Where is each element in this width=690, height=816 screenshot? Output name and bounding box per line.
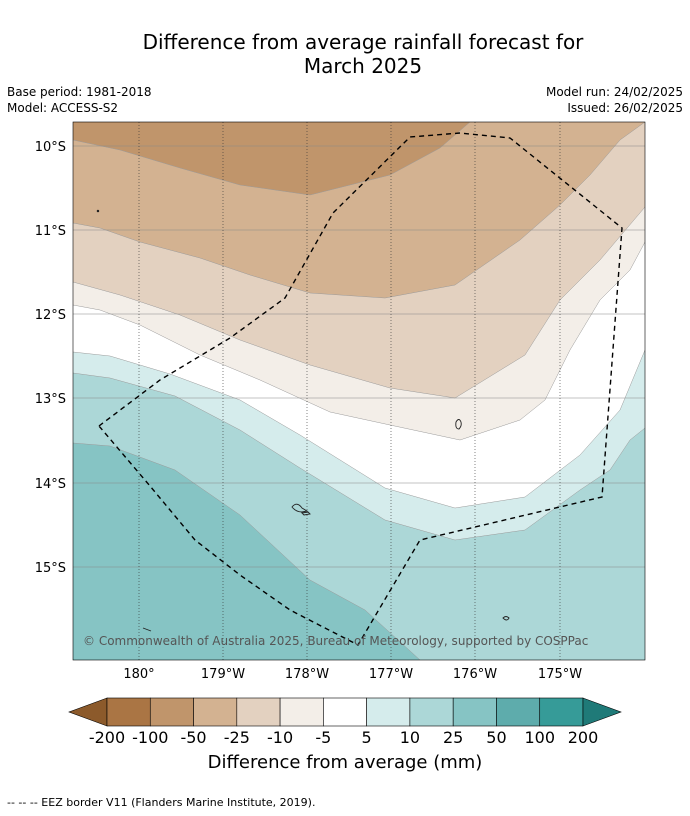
base-period: Base period: 1981-2018 xyxy=(7,85,152,99)
lat-label: 10°S xyxy=(35,140,66,155)
colorbar-segment xyxy=(366,697,411,727)
colorbar-extend-min xyxy=(68,697,108,727)
band-minus-100-to-minus-50 xyxy=(73,122,470,195)
colorbar-tick-label: 50 xyxy=(486,728,506,747)
colorbar-tick-label: 5 xyxy=(362,728,372,747)
colorbar-segment xyxy=(149,697,194,727)
model-run: Model run: 24/02/2025 xyxy=(545,85,683,99)
colorbar-segment xyxy=(539,697,584,727)
colorbar-tick-label: -50 xyxy=(180,728,206,747)
island-dot-nw xyxy=(96,209,100,213)
lon-label: 178°W xyxy=(285,667,329,682)
lat-label: 11°S xyxy=(35,224,66,239)
colorbar-title: Difference from average (mm) xyxy=(207,752,483,773)
copyright-text: © Commonwealth of Australia 2025, Bureau… xyxy=(83,634,588,648)
colorbar-tick-label: -10 xyxy=(267,728,293,747)
lon-label: 176°W xyxy=(453,667,497,682)
lat-label: 14°S xyxy=(35,477,66,492)
colorbar-tick-label: -100 xyxy=(132,728,168,747)
colorbar-tick-label: 10 xyxy=(400,728,420,747)
lon-label: 179°W xyxy=(201,667,245,682)
colorbar-segment xyxy=(279,697,324,727)
issued-date: Issued: 26/02/2025 xyxy=(567,101,683,115)
title-line-2: March 2025 xyxy=(303,54,423,78)
island-small-south xyxy=(142,627,152,632)
colorbar-segment xyxy=(409,697,454,727)
latitude-gridlines xyxy=(73,145,645,568)
longitude-labels: 180° 179°W 178°W 177°W 176°W 175°W xyxy=(123,667,582,682)
chart-title: Difference from average rainfall forecas… xyxy=(0,30,690,78)
meta-left: Base period: 1981-2018 Model: ACCESS-S2 xyxy=(7,84,152,116)
colorbar-tick-label: -25 xyxy=(224,728,250,747)
lat-label: 13°S xyxy=(35,392,66,407)
colorbar-extend-max xyxy=(582,697,622,727)
title-line-1: Difference from average rainfall forecas… xyxy=(142,30,584,54)
colorbar-tick-label: 200 xyxy=(568,728,599,747)
colorbar-tick-label: -5 xyxy=(315,728,331,747)
latitude-labels: 10°S 11°S 12°S 13°S 14°S 15°S xyxy=(35,140,66,576)
model-name: Model: ACCESS-S2 xyxy=(7,101,119,115)
contour-lines xyxy=(73,122,645,660)
colorbar-segment xyxy=(236,697,281,727)
eez-border xyxy=(98,132,623,646)
colorbar-segment xyxy=(323,697,367,727)
map-frame xyxy=(72,121,646,661)
lat-label: 15°S xyxy=(35,561,66,576)
lon-label: 177°W xyxy=(369,667,413,682)
lat-label: 12°S xyxy=(35,308,66,323)
island-alofi xyxy=(301,511,311,516)
island-small-east xyxy=(502,616,510,621)
island-wallis xyxy=(455,419,462,430)
island-futuna xyxy=(291,503,309,513)
rainfall-map: © Commonwealth of Australia 2025, Bureau… xyxy=(73,122,645,660)
lon-label: 180° xyxy=(123,667,154,682)
colorbar-segment xyxy=(452,697,497,727)
lon-label: 175°W xyxy=(538,667,582,682)
colorbar-tick-label: 25 xyxy=(443,728,463,747)
colorbar-segment xyxy=(106,697,151,727)
islands xyxy=(96,209,510,632)
colorbar: -200 -100 -50 -25 -10 -5 5 10 25 50 100 200 xyxy=(68,697,622,747)
colorbar-tick-label: -200 xyxy=(89,728,125,747)
colorbar-segment xyxy=(193,697,238,727)
meta-right: Model run: 24/02/2025 Issued: 26/02/2025 xyxy=(546,84,683,116)
colorbar-segment xyxy=(496,697,541,727)
eez-footnote: -- -- -- EEZ border V11 (Flanders Marine… xyxy=(7,796,316,809)
colorbar-tick-label: 100 xyxy=(524,728,555,747)
